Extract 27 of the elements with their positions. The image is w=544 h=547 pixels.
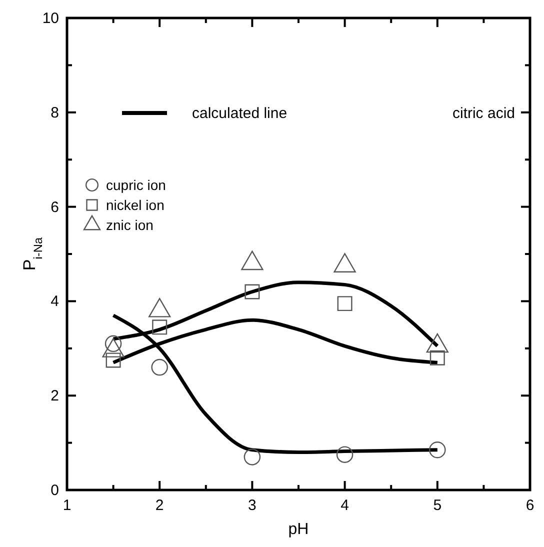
x-axis-title: pH [288, 521, 309, 538]
point [106, 352, 121, 368]
y-tick-label: 6 [50, 198, 59, 216]
y-tick-label: 0 [50, 482, 59, 499]
point [430, 350, 445, 366]
x-tick-label: 6 [526, 497, 534, 514]
y-tick-label: 2 [50, 388, 59, 405]
x-tick-label: 2 [155, 497, 164, 514]
point [429, 442, 446, 458]
legend-label: calculated line [192, 105, 288, 122]
legend-label: nickel ion [106, 197, 164, 213]
point [244, 448, 261, 466]
y-tick-label: 4 [50, 293, 59, 310]
x-tick-label: 3 [248, 497, 256, 514]
point [152, 320, 168, 335]
point [337, 296, 352, 312]
point [336, 446, 354, 463]
point [151, 358, 168, 376]
y-tick-label: 8 [50, 104, 59, 122]
legend-label: cupric ion [106, 177, 166, 193]
point [244, 284, 260, 300]
annotation: citric acid [452, 105, 515, 122]
x-tick-label: 1 [62, 497, 72, 514]
y-tick-label: 10 [42, 10, 59, 27]
x-tick-label: 4 [340, 497, 349, 514]
legend-label: znic ion [106, 217, 154, 233]
x-tick-label: 5 [433, 497, 442, 514]
